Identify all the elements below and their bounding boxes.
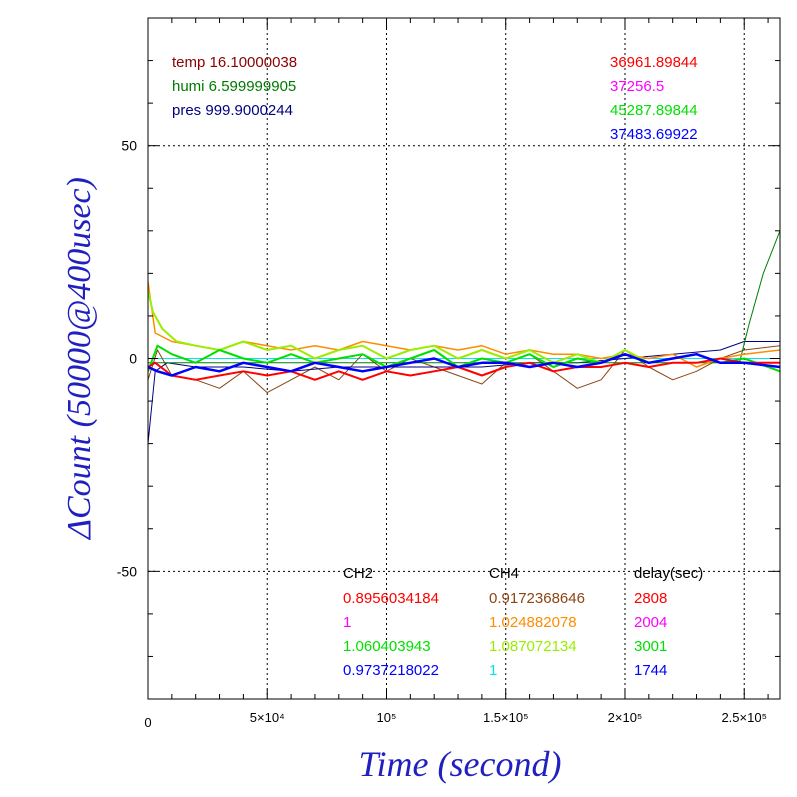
series-group: [148, 230, 780, 444]
series-line-8: [148, 357, 780, 381]
table-header-1: CH4: [489, 565, 519, 582]
y-axis-label: ΔCount (50000@400usec): [61, 177, 98, 541]
series-line-3: [148, 341, 780, 444]
x-tick-label-4: 2×10⁵: [608, 710, 643, 725]
table-cell-1-0: 1: [343, 614, 351, 631]
x-axis-label: Time (second): [359, 744, 562, 784]
x-tick-label-5: 2.5×10⁵: [721, 710, 767, 725]
table-cell-3-2: 1744: [634, 662, 667, 679]
y-tick-labels: 50 0 -50: [117, 138, 137, 580]
environment-info: temp 16.10000038 humi 6.599999905 pres 999…: [172, 54, 297, 119]
rate-value-0: 36961.89844: [610, 54, 698, 71]
table-cell-2-0: 1.060403943: [343, 638, 431, 655]
table-header-0: CH2: [343, 565, 373, 582]
coefficient-table: CH2 CH4 delay(sec) 0.8956034184 0.9172368646…: [343, 565, 703, 679]
table-cell-0-1: 0.9172368646: [489, 590, 585, 607]
x-tick-labels: 0 5×10⁴ 10⁵ 1.5×10⁵ 2×10⁵ 2.5×10⁵: [144, 710, 767, 730]
table-cell-1-2: 2004: [634, 614, 667, 631]
table-cell-1-1: 1.024882078: [489, 614, 577, 631]
table-header-2: delay(sec): [634, 565, 703, 582]
rate-value-2: 45287.89844: [610, 102, 698, 119]
y-tick-label-0: 50: [121, 138, 137, 154]
y-tick-label-1: 0: [129, 351, 137, 367]
table-cell-0-2: 2808: [634, 590, 667, 607]
x-tick-label-3: 1.5×10⁵: [483, 710, 529, 725]
x-tick-label-2: 10⁵: [377, 710, 397, 725]
series-line-5: [148, 281, 780, 368]
series-line-4: [148, 230, 780, 364]
env-info-0: temp 16.10000038: [172, 54, 297, 71]
rate-value-3: 37483.69922: [610, 126, 698, 143]
table-cell-2-1: 1.087072134: [489, 638, 577, 655]
rate-values: 36961.89844 37256.5 45287.89844 37483.69922: [610, 54, 698, 143]
series-line-9: [148, 352, 780, 377]
y-tick-label-2: -50: [117, 563, 137, 579]
x-tick-label-0: 0: [144, 715, 151, 730]
series-line-2: [148, 345, 780, 394]
env-info-1: humi 6.599999905: [172, 78, 296, 95]
table-cell-3-0: 0.9737218022: [343, 662, 439, 679]
env-info-2: pres 999.9000244: [172, 102, 293, 119]
x-tick-label-1: 5×10⁴: [250, 710, 285, 725]
table-cell-2-2: 3001: [634, 638, 667, 655]
ticks: [147, 18, 780, 699]
rate-value-1: 37256.5: [610, 78, 664, 95]
table-cell-0-0: 0.8956034184: [343, 590, 439, 607]
table-cell-3-1: 1: [489, 662, 497, 679]
